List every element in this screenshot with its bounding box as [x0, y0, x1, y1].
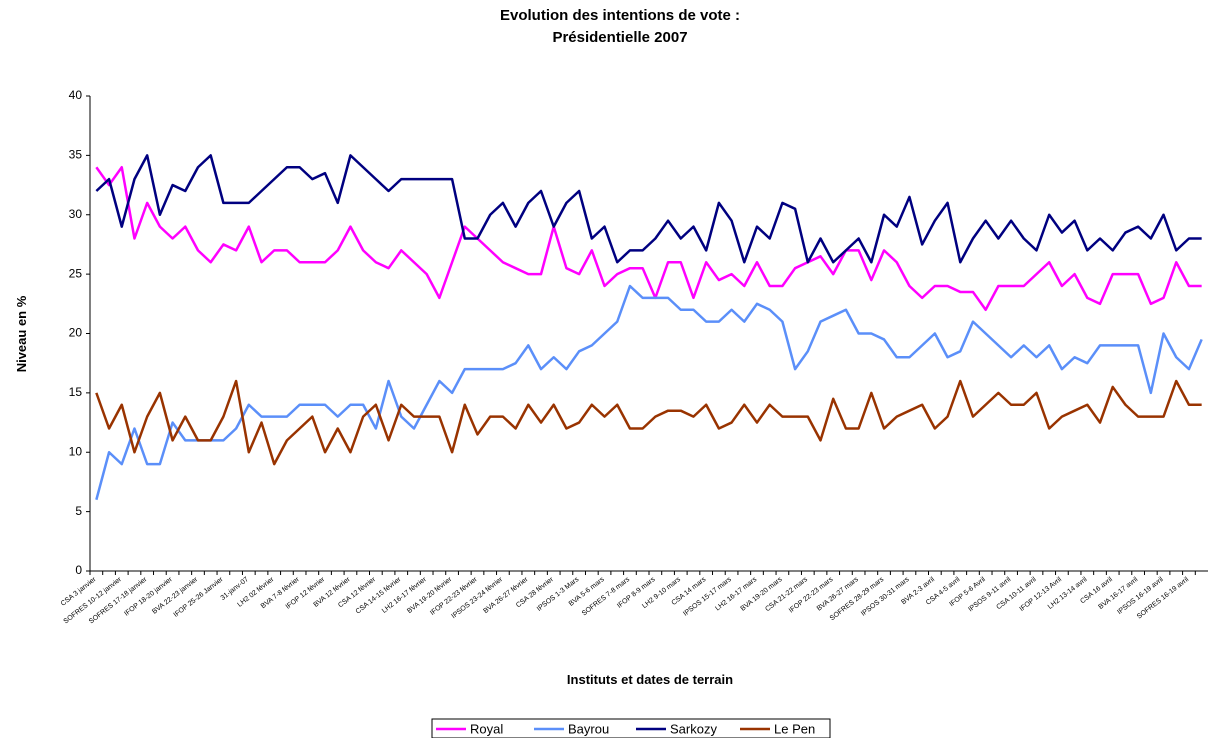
- x-axis-title: Instituts et dates de terrain: [567, 672, 733, 687]
- x-tick-label: IFOP 25-26 Janvier: [173, 576, 226, 619]
- x-tick-label: IPSOS 9-11 avril: [967, 576, 1012, 614]
- chart-title: Evolution des intentions de vote :: [500, 7, 740, 24]
- legend-label: Sarkozy: [670, 721, 717, 736]
- y-tick-label: 15: [69, 385, 83, 399]
- legend-label: Bayrou: [568, 721, 609, 736]
- y-tick-label: 40: [69, 88, 83, 102]
- y-tick-label: 10: [69, 444, 83, 458]
- chart-subtitle: Présidentielle 2007: [552, 29, 687, 46]
- x-tick-label: IPSOS 16-19 avril: [1116, 576, 1165, 616]
- x-tick-label: IFOP 22-23 mars: [788, 576, 835, 615]
- x-tick-label: IPSOS 15-17 mars: [682, 576, 733, 618]
- y-tick-label: 25: [69, 266, 83, 280]
- y-tick-label: 35: [69, 148, 83, 162]
- x-tick-label: BVA 26-27 février: [482, 576, 530, 615]
- x-tick-label: LH2 16-17 février: [381, 576, 428, 615]
- y-axis-title: Niveau en %: [14, 295, 29, 372]
- x-tick-label: BVA 22-23 janvier: [151, 576, 200, 616]
- legend-box: [431, 718, 831, 738]
- x-tick-label: IFOP 18-20 janvier: [123, 576, 174, 618]
- x-tick-label: BVA 19-20 février: [406, 576, 454, 615]
- y-tick-label: 30: [69, 207, 83, 221]
- y-tick-label: 20: [69, 326, 83, 340]
- series-line: [95, 284, 1203, 501]
- series-line: [95, 154, 1202, 264]
- y-tick-label: 5: [75, 504, 82, 518]
- x-tick-label: IPSOS 30-31 mars: [860, 576, 911, 618]
- y-tick-label: 0: [75, 563, 82, 577]
- x-tick-label: CSA 14-15 février: [355, 576, 403, 616]
- series-line: [95, 166, 1202, 311]
- series-line: [95, 379, 1202, 466]
- legend-label: Le Pen: [774, 721, 815, 736]
- legend-label: Royal: [470, 721, 503, 736]
- x-tick-label: SOFRES 7-8 mars: [581, 576, 632, 618]
